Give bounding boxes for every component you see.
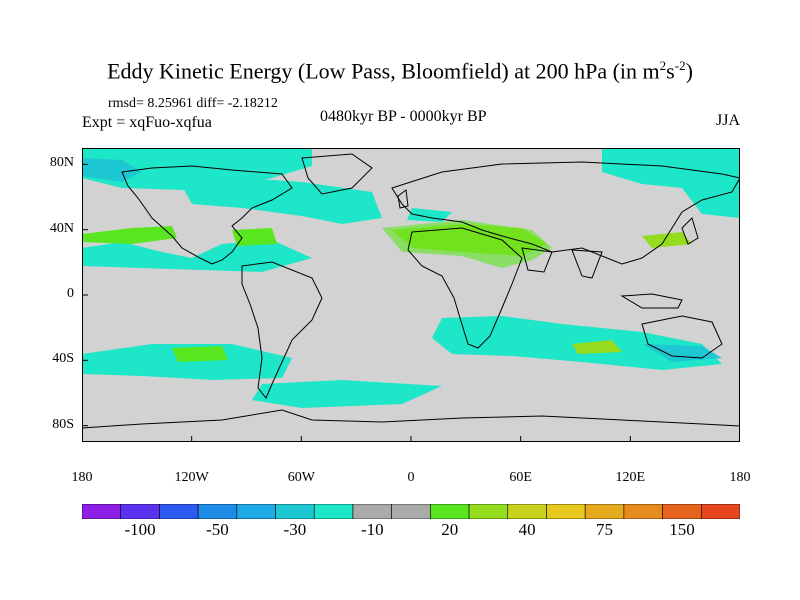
field-pos-atlantic-small bbox=[232, 228, 277, 246]
x-tick-label: 60E bbox=[509, 470, 532, 485]
colorbar-label: -10 bbox=[360, 520, 384, 539]
x-tick-label: 120W bbox=[174, 470, 209, 485]
colorbar-label: 150 bbox=[669, 520, 695, 539]
coast-north-america bbox=[121, 165, 293, 265]
colorbar-cell bbox=[82, 504, 122, 519]
coast-antarctica bbox=[82, 409, 740, 442]
coast-arabia bbox=[521, 247, 553, 273]
colorbar-cell bbox=[120, 504, 160, 519]
world-map bbox=[82, 148, 740, 442]
colorbar-cell bbox=[584, 504, 625, 519]
colorbar-cell bbox=[623, 504, 663, 519]
y-tick-label: 0 bbox=[67, 286, 74, 301]
y-tick-label: 80S bbox=[52, 416, 74, 432]
colorbar-cell bbox=[313, 504, 354, 519]
colorbar-cell bbox=[546, 504, 586, 519]
coast-greenland bbox=[301, 153, 373, 195]
colorbar-cells bbox=[82, 504, 740, 519]
coast-japan bbox=[681, 217, 699, 245]
colorbar-cell bbox=[236, 504, 276, 519]
season-label: JJA bbox=[716, 112, 741, 129]
colorbar-cell bbox=[159, 504, 199, 519]
field-pos-south-pacific bbox=[172, 346, 228, 362]
colorbar bbox=[82, 504, 740, 519]
field-neg-arctic-east bbox=[602, 148, 740, 218]
coast-uk bbox=[397, 189, 409, 209]
colorbar-cell bbox=[430, 504, 470, 519]
field-neg-south-pacific bbox=[82, 344, 292, 380]
x-tick-label: 0 bbox=[407, 470, 415, 485]
coast-south-america bbox=[241, 261, 323, 399]
x-tick-label: 60W bbox=[287, 470, 315, 485]
colorbar-cell bbox=[197, 504, 238, 519]
coastlines bbox=[82, 153, 740, 442]
field-pos-south-indian bbox=[572, 340, 622, 354]
field-neg-south-atlantic bbox=[252, 380, 442, 408]
colorbar-cell bbox=[391, 504, 431, 519]
period-label: 0480kyr BP - 0000kyr BP bbox=[320, 108, 487, 125]
x-tick-label: 120E bbox=[615, 470, 646, 485]
field-neg-north-atlantic bbox=[182, 178, 382, 224]
field-neg-sub-north-atlantic bbox=[407, 208, 452, 222]
experiment-label: Expt = xqFuo-xqfua bbox=[82, 114, 212, 131]
colorbar-label: 75 bbox=[596, 520, 614, 539]
colorbar-cell bbox=[352, 504, 392, 519]
field-neg-greenland bbox=[82, 158, 142, 182]
coast-indonesia bbox=[620, 293, 683, 309]
colorbar-label: 40 bbox=[518, 520, 536, 539]
colorbar-label: -100 bbox=[124, 520, 156, 539]
field-pos-mid-light bbox=[382, 220, 552, 268]
colorbar-label: -50 bbox=[206, 520, 229, 539]
field-neg-south-indian bbox=[432, 316, 722, 370]
colorbar-cell bbox=[275, 504, 315, 519]
field-pos-asia bbox=[642, 232, 692, 248]
coast-australia bbox=[641, 315, 723, 359]
x-tick-label: 180 bbox=[71, 470, 93, 485]
plot-title: Eddy Kinetic Energy (Low Pass, Bloomfiel… bbox=[107, 58, 693, 84]
rmsd-diff-stats: rmsd= 8.25961 diff= -2.18212 bbox=[108, 96, 278, 111]
y-tick-label: 40N bbox=[49, 220, 74, 236]
colorbar-cell bbox=[662, 504, 702, 519]
anomaly-fields bbox=[82, 148, 740, 408]
coast-eurasia bbox=[391, 161, 740, 265]
colorbar-cell bbox=[507, 504, 547, 519]
colorbar-label: 20 bbox=[441, 520, 459, 539]
y-tick-label: 40S bbox=[52, 351, 74, 367]
colorbar-cell bbox=[700, 504, 740, 519]
coast-africa bbox=[407, 227, 523, 349]
y-tick-label: 80N bbox=[49, 155, 74, 171]
map-ticks bbox=[82, 163, 740, 442]
field-pos-north-atlantic bbox=[82, 226, 177, 244]
colorbar-label: -30 bbox=[283, 520, 307, 539]
coast-india bbox=[571, 249, 603, 279]
x-tick-label: 180 bbox=[729, 470, 751, 485]
colorbar-cell bbox=[468, 504, 509, 519]
